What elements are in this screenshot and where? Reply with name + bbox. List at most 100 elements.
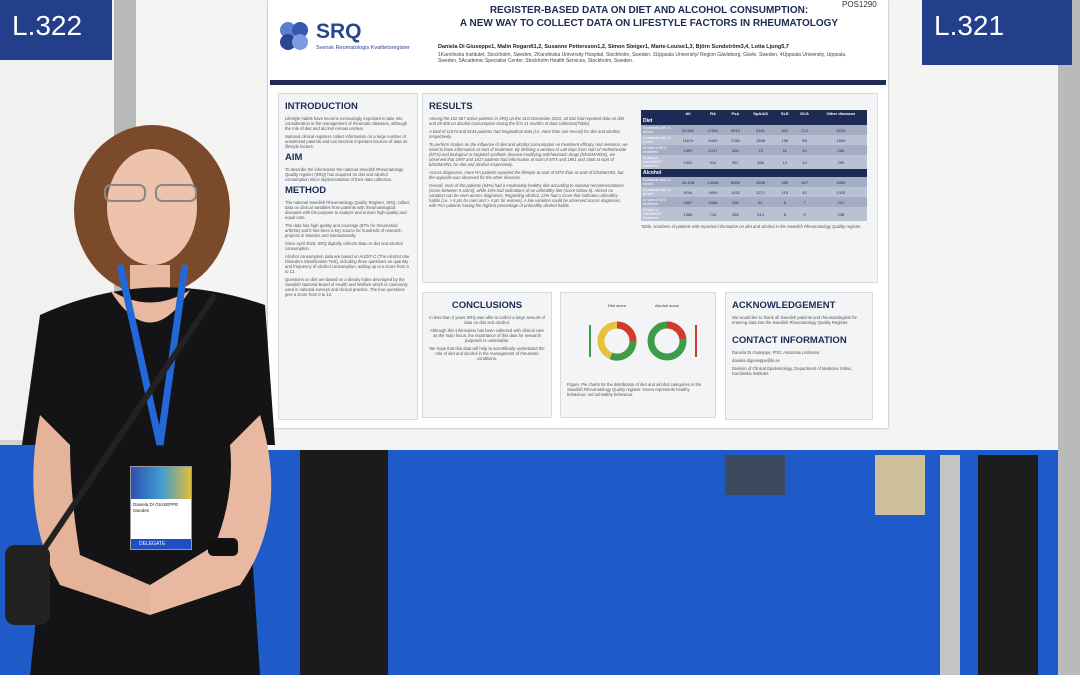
affiliations: 1Karolinska Institutet, Stockholm, Swede… — [438, 52, 847, 64]
paragraph: To perform studies on the influence of d… — [429, 142, 628, 167]
person-background — [725, 455, 785, 495]
table-cell: 1997 — [683, 147, 693, 153]
donut-segment — [609, 340, 637, 361]
paragraph: We would like to thank all Swedish patie… — [732, 315, 857, 325]
table-cell: 283 — [837, 147, 845, 153]
donut-segment — [616, 321, 637, 342]
donut-segment — [666, 321, 687, 340]
table-row-label: N patients with ≥1 record — [643, 178, 671, 186]
table-cell: 11674 — [682, 137, 694, 143]
table-cell: 5005 — [730, 179, 740, 185]
table-row: At start of b/tsDMARD treatment 1566 714 28… — [641, 207, 867, 221]
board-number: L.322 — [0, 0, 112, 60]
table-cell — [746, 169, 776, 177]
table-row-label: At start of b/tsDMARD treatment — [643, 208, 662, 220]
table-group: Diet — [641, 117, 867, 125]
paragraph: Lifestyle habits have become increasingl… — [285, 116, 408, 131]
table-header-cell: RA — [710, 111, 716, 116]
divider — [270, 80, 886, 85]
table-cell — [775, 169, 794, 177]
table-row: At start of MTX treatment 1997 1317 303 73 11… — [641, 145, 867, 155]
table-header-cell: GCA — [800, 111, 809, 116]
table-header-cell: PsA — [731, 111, 740, 116]
table-cell: 1566 — [683, 211, 693, 217]
section-heading: METHOD — [285, 185, 327, 196]
table-cell: 12 — [782, 159, 788, 165]
paragraph: We hope that this data will help to scie… — [429, 346, 545, 361]
table-cell — [675, 117, 701, 125]
table-cell: 914 — [709, 159, 717, 165]
table-cell: 34 662 — [681, 127, 695, 133]
table-cell: 5913 — [730, 127, 740, 133]
table-header-cell: SLE — [780, 111, 789, 116]
table-cell: 9 — [803, 211, 806, 217]
title-line: REGISTER-BASED DATA ON DIET AND ALCOHOL … — [489, 5, 809, 16]
logo: SRQ — [316, 20, 362, 43]
figure-label: Diet score — [608, 303, 627, 308]
table-cell: 5 — [783, 199, 786, 205]
badge: Daniela DI GIUSEPPE Sweden DELEGATE — [130, 466, 192, 550]
legend-bar — [589, 325, 591, 357]
table-header-cell: All — [685, 111, 691, 116]
section-column: INTRODUCTION Lifestyle habits have become… — [278, 93, 418, 420]
table-cell: 10 — [802, 147, 807, 153]
table-cell: 14046 — [707, 179, 719, 185]
table-caption: Table. Numbers of patients with reported… — [641, 224, 862, 229]
badge-country: Sweden — [133, 508, 150, 513]
paragraph: National clinical registers collect info… — [285, 134, 408, 149]
table-cell — [641, 110, 675, 117]
logo-icon — [280, 22, 308, 50]
table-cell — [775, 117, 794, 125]
table-cell: 489 — [781, 179, 789, 185]
table-group: Alcohol — [641, 169, 867, 177]
table-cell: 9144 — [683, 189, 693, 195]
table-cell: 1325 — [836, 189, 846, 195]
title-line: A NEW WAY TO COLLECT DATA ON LIFESTYLE F… — [459, 18, 839, 29]
table-header-cell: Other diseases — [826, 111, 856, 116]
paragraph: The national Swedish Rheumatology Qualit… — [285, 200, 410, 220]
table-row-label: At start of MTX treatment — [643, 198, 667, 206]
table-cell: 238 — [837, 211, 845, 217]
table-cell: 11 — [782, 147, 787, 153]
table-cell: 4305 — [836, 179, 846, 185]
table-cell: 6453 — [708, 137, 718, 143]
table-group-label: Alcohol — [643, 170, 662, 176]
table-cell: 255 — [731, 199, 739, 205]
figure-label: Alcohol score — [655, 303, 680, 308]
table-cell: 714 — [709, 211, 717, 217]
table-cell: 290 — [837, 159, 845, 165]
table-cell: 357 — [731, 159, 739, 165]
paragraph: Although this information has been colle… — [430, 328, 544, 343]
post — [1058, 0, 1080, 675]
table-cell: 8 — [783, 211, 786, 217]
figure-section: Diet score Alcohol score Figure. Pie cha… — [560, 292, 716, 418]
person-background — [978, 455, 1038, 675]
logo-subtitle: Svensk Reumatologis Kvalitetsregister — [316, 45, 410, 51]
person-background — [300, 450, 388, 675]
table-cell — [725, 169, 746, 177]
badge-role: DELEGATE — [131, 539, 191, 549]
section-heading: AIM — [285, 152, 303, 163]
paragraph: To describe the information the national… — [285, 167, 404, 182]
paragraph: Since April 2023, SRQ digitally collects… — [285, 241, 403, 251]
table-cell: 58 — [802, 137, 807, 143]
table-row-label: N patients with ≥2 record — [643, 136, 671, 144]
table-cell: 1667 — [683, 199, 693, 205]
paragraph: Division of Clinical Epidemiology, Depar… — [732, 366, 852, 376]
table-cell: 12 — [802, 159, 807, 165]
table-cell — [746, 117, 776, 125]
table-cell: 7 — [803, 199, 806, 205]
paragraph: Overall, most of the patients (64%) had … — [429, 183, 624, 208]
table-cell: 1558 — [756, 137, 765, 143]
section-heading: CONCLUSIONS — [451, 300, 523, 311]
table-cell: 28 408 — [681, 179, 695, 185]
table-cell — [794, 117, 815, 125]
table-cell: 622 — [781, 127, 789, 133]
table-row: At start of b/tsDMARD treatment 1951 914 35… — [641, 155, 867, 169]
table-cell: 283 — [731, 211, 739, 217]
paragraph: Among the 102 867 active patients in SRQ… — [429, 116, 625, 126]
results-section: RESULTS Among the 102 867 active patient… — [422, 93, 878, 283]
table-row-label: N patients with ≥1 record — [643, 126, 671, 134]
table-cell: 73 — [758, 147, 763, 153]
